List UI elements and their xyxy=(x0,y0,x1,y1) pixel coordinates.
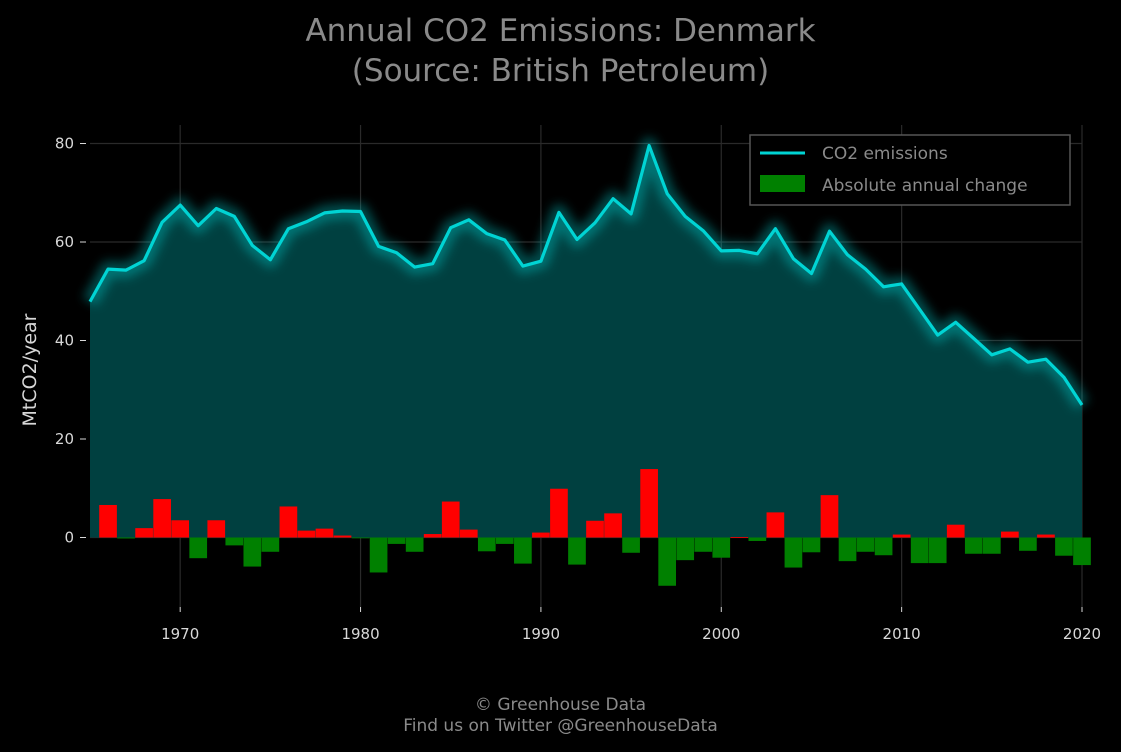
change-bar xyxy=(1037,534,1055,538)
change-bar xyxy=(784,537,803,568)
x-tick-label: 1970 xyxy=(161,625,199,643)
y-axis-label: MtCO2/year xyxy=(19,313,41,426)
change-bar xyxy=(964,537,983,554)
change-bar xyxy=(568,537,586,565)
change-bar xyxy=(550,488,568,538)
change-bar xyxy=(333,535,352,538)
change-bar xyxy=(207,520,226,538)
change-bar xyxy=(243,537,262,567)
change-bar xyxy=(622,537,640,553)
change-bar xyxy=(802,537,821,553)
legend: CO2 emissions Absolute annual change xyxy=(749,134,1071,206)
axis-layer: 1970 1980 1990 2000 2010 2020 0 20 40 60 80 xyxy=(55,135,1101,644)
change-bar xyxy=(117,537,135,539)
legend-bar-swatch xyxy=(760,175,805,192)
change-bar xyxy=(351,537,370,539)
y-tick-label: 60 xyxy=(55,233,74,251)
change-bar xyxy=(459,529,478,538)
change-bar xyxy=(892,534,911,538)
y-tick-label: 0 xyxy=(64,529,74,547)
change-bar xyxy=(297,530,316,538)
line-layer xyxy=(88,143,1084,406)
y-tick-label: 20 xyxy=(55,430,74,448)
emissions-line xyxy=(88,143,1084,406)
change-bar xyxy=(874,537,893,556)
change-bar xyxy=(712,537,731,558)
change-bar xyxy=(1055,537,1073,556)
change-bar xyxy=(279,506,298,538)
change-bar xyxy=(676,537,695,561)
change-bar xyxy=(1001,531,1019,538)
chart-title: Annual CO2 Emissions: Denmark xyxy=(305,13,816,49)
change-bar xyxy=(982,537,1001,554)
x-tick-label: 2020 xyxy=(1063,625,1101,643)
change-bar xyxy=(477,537,496,552)
chart-plot: 1970 1980 1990 2000 2010 2020 0 20 40 60 80 MtCO2/… xyxy=(19,125,1101,644)
change-bar xyxy=(748,537,767,541)
change-bar xyxy=(910,537,929,564)
change-bar xyxy=(820,495,839,538)
change-bar xyxy=(928,537,947,564)
change-bar xyxy=(658,537,677,586)
change-bar xyxy=(640,469,658,538)
x-tick-label: 2010 xyxy=(883,625,921,643)
chart-subtitle: (Source: British Petroleum) xyxy=(351,53,770,89)
legend-label-emissions: CO2 emissions xyxy=(822,144,948,164)
x-tick-label: 1990 xyxy=(522,625,560,643)
change-bar xyxy=(189,537,208,559)
legend-frame xyxy=(749,134,1071,206)
change-bar xyxy=(171,520,190,538)
y-tick-label: 40 xyxy=(55,332,74,350)
change-bar xyxy=(946,524,965,538)
bar-layer xyxy=(99,469,1091,586)
change-bar xyxy=(135,528,153,538)
change-bar xyxy=(405,537,424,552)
change-bar xyxy=(369,537,388,573)
change-bar xyxy=(99,504,117,538)
change-bar xyxy=(856,537,875,552)
footer-credit: © Greenhouse Data xyxy=(474,695,647,715)
y-tick-label: 80 xyxy=(55,135,74,153)
change-bar xyxy=(153,499,171,538)
change-bar xyxy=(694,537,713,552)
change-bar xyxy=(532,532,550,538)
change-bar xyxy=(423,534,442,538)
change-bar xyxy=(1019,537,1037,551)
change-bar xyxy=(1073,537,1091,566)
footer-twitter: Find us on Twitter @GreenhouseData xyxy=(403,716,718,736)
change-bar xyxy=(838,537,857,562)
change-bar xyxy=(514,537,532,564)
change-bar xyxy=(225,537,244,546)
legend-label-change: Absolute annual change xyxy=(822,176,1028,196)
change-bar xyxy=(766,512,785,538)
change-bar xyxy=(315,528,334,538)
x-tick-label: 2000 xyxy=(702,625,740,643)
change-bar xyxy=(495,537,514,544)
change-bar xyxy=(387,537,406,544)
change-bar xyxy=(604,513,622,538)
x-tick-label: 1980 xyxy=(341,625,379,643)
change-bar xyxy=(586,520,604,538)
change-bar xyxy=(261,537,280,552)
change-bar xyxy=(730,537,749,538)
change-bar xyxy=(441,501,460,538)
